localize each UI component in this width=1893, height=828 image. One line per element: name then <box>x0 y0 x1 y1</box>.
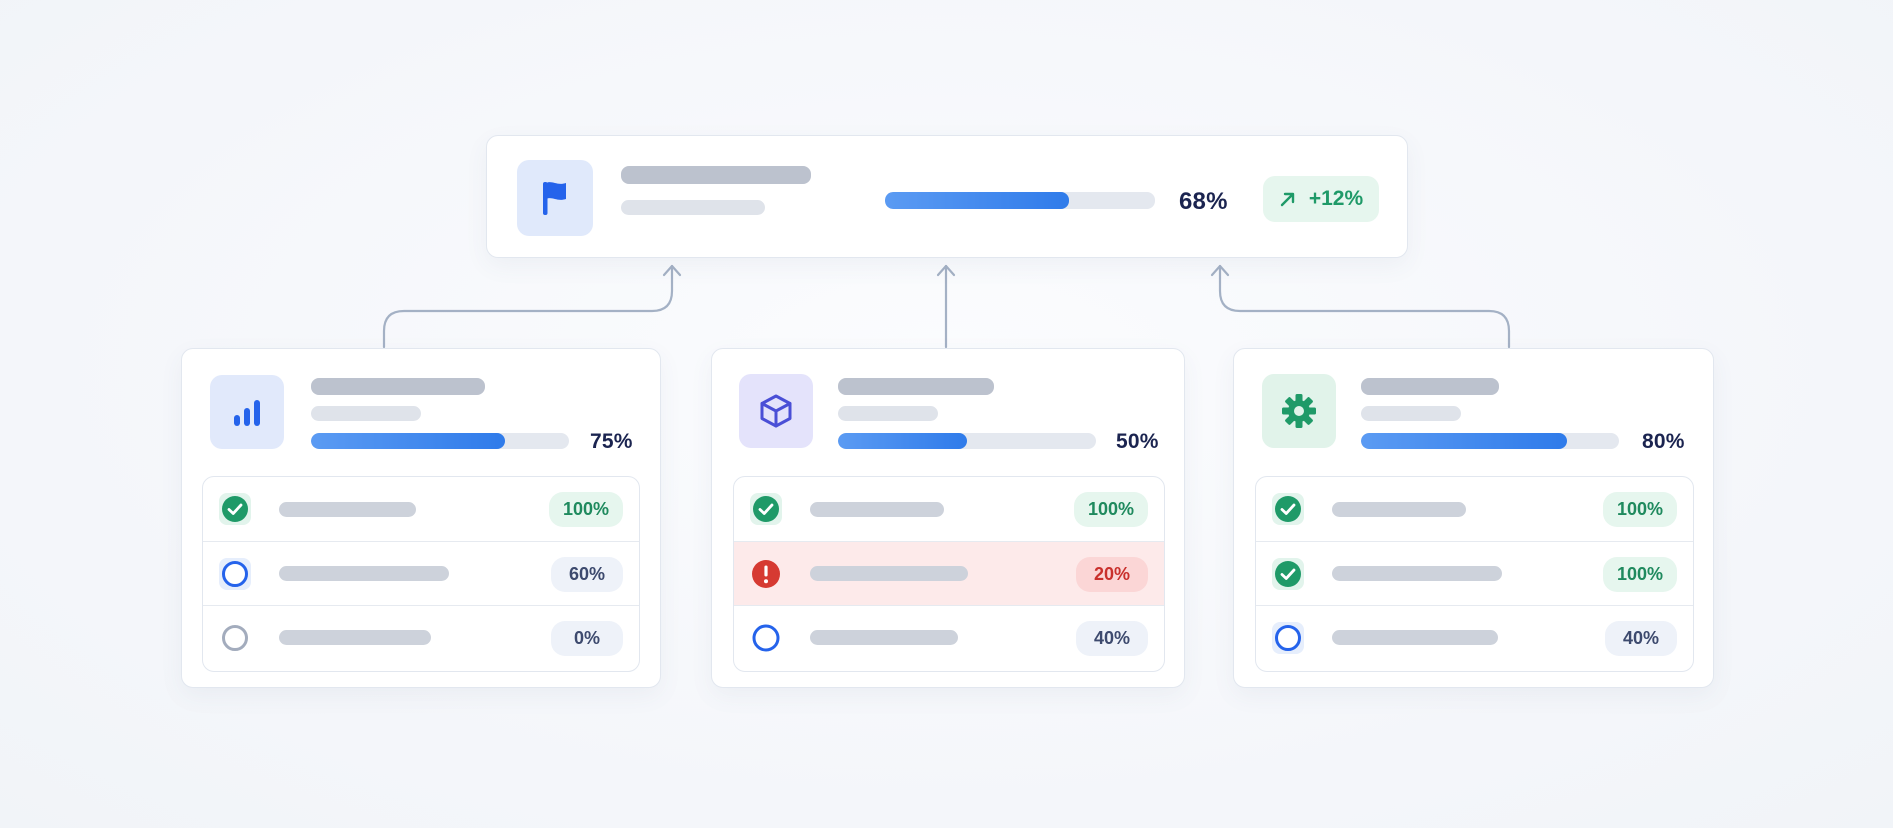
task-percent-badge: 100% <box>1073 492 1148 527</box>
task-label-placeholder <box>1332 502 1466 517</box>
task-percent-badge: 0% <box>551 621 623 656</box>
connector-right-arrow <box>1210 264 1230 277</box>
bar-chart-icon <box>234 400 260 426</box>
task-label-placeholder <box>1332 630 1498 645</box>
summary-progress-bar <box>885 192 1155 209</box>
cube-icon-tile <box>739 374 813 448</box>
task-label-placeholder <box>279 566 449 581</box>
check-circle-icon <box>1272 558 1304 590</box>
in-progress-ring-icon <box>752 624 780 652</box>
module-progress-bar <box>1361 433 1619 449</box>
task-label-placeholder <box>810 502 944 517</box>
summary-progress-fill <box>885 192 1069 209</box>
in-progress-ring-icon <box>1272 622 1304 654</box>
task-percent-badge: 100% <box>1602 492 1677 527</box>
module-progress-fill <box>838 433 967 449</box>
flag-icon <box>543 182 566 215</box>
summary-percent: 68% <box>1179 188 1228 215</box>
task-row[interactable]: 40% <box>734 605 1164 669</box>
task-list: 100% 60% 0% <box>202 476 640 672</box>
trend-badge: +12% <box>1263 176 1379 222</box>
module-progress-fill <box>311 433 505 449</box>
task-percent-badge: 100% <box>548 492 623 527</box>
task-list: 100% 20% 40% <box>733 476 1165 672</box>
module-progress-fill <box>1361 433 1568 449</box>
summary-card[interactable]: 68% +12% <box>486 135 1408 258</box>
module-subtitle-placeholder <box>311 406 421 421</box>
module-percent: 80% <box>1642 430 1685 453</box>
chart-icon-tile <box>210 375 284 449</box>
trend-up-arrow-icon <box>1280 192 1295 207</box>
module-title-placeholder <box>311 378 485 395</box>
task-row-error[interactable]: 20% <box>734 541 1164 605</box>
task-row[interactable]: 100% <box>1256 541 1693 605</box>
empty-circle-icon <box>222 625 248 651</box>
connector-right <box>1218 264 1511 349</box>
task-label-placeholder <box>810 566 968 581</box>
check-circle-icon <box>1272 493 1304 525</box>
flag-icon-tile <box>517 160 593 236</box>
task-percent-badge: 20% <box>1076 557 1148 592</box>
task-row[interactable]: 60% <box>203 541 639 605</box>
task-row[interactable]: 100% <box>203 477 639 541</box>
module-title-placeholder <box>838 378 994 395</box>
connector-center-arrow <box>936 264 956 277</box>
task-percent-badge: 60% <box>551 557 623 592</box>
module-progress-bar <box>311 433 569 449</box>
check-circle-icon <box>219 493 251 525</box>
summary-title-placeholder <box>621 166 811 184</box>
cube-icon <box>760 394 792 428</box>
module-subtitle-placeholder <box>1361 406 1461 421</box>
task-percent-badge: 40% <box>1605 621 1677 656</box>
module-card-1[interactable]: 75% 100% 60% <box>181 348 661 688</box>
task-percent-badge: 100% <box>1602 557 1677 592</box>
connector-left <box>382 264 674 349</box>
gear-icon <box>1282 394 1316 428</box>
module-subtitle-placeholder <box>838 406 938 421</box>
task-row[interactable]: 0% <box>203 605 639 669</box>
connector-left-arrow <box>662 264 682 277</box>
task-label-placeholder <box>279 502 416 517</box>
task-row[interactable]: 40% <box>1256 605 1693 669</box>
gear-icon-tile <box>1262 374 1336 448</box>
task-list: 100% 100% 40% <box>1255 476 1694 672</box>
module-percent: 75% <box>590 430 633 453</box>
module-progress-bar <box>838 433 1096 449</box>
task-label-placeholder <box>810 630 958 645</box>
module-card-3[interactable]: 80% 100% 100% <box>1233 348 1714 688</box>
task-percent-badge: 40% <box>1076 621 1148 656</box>
task-row[interactable]: 100% <box>734 477 1164 541</box>
task-label-placeholder <box>1332 566 1502 581</box>
module-percent: 50% <box>1116 430 1159 453</box>
in-progress-ring-icon <box>219 558 251 590</box>
module-title-placeholder <box>1361 378 1499 395</box>
task-label-placeholder <box>279 630 431 645</box>
alert-circle-icon <box>752 560 780 588</box>
task-row[interactable]: 100% <box>1256 477 1693 541</box>
summary-subtitle-placeholder <box>621 200 765 215</box>
trend-value: +12% <box>1308 187 1364 210</box>
module-card-2[interactable]: 50% 100% 20% <box>711 348 1185 688</box>
check-circle-icon <box>750 493 782 525</box>
